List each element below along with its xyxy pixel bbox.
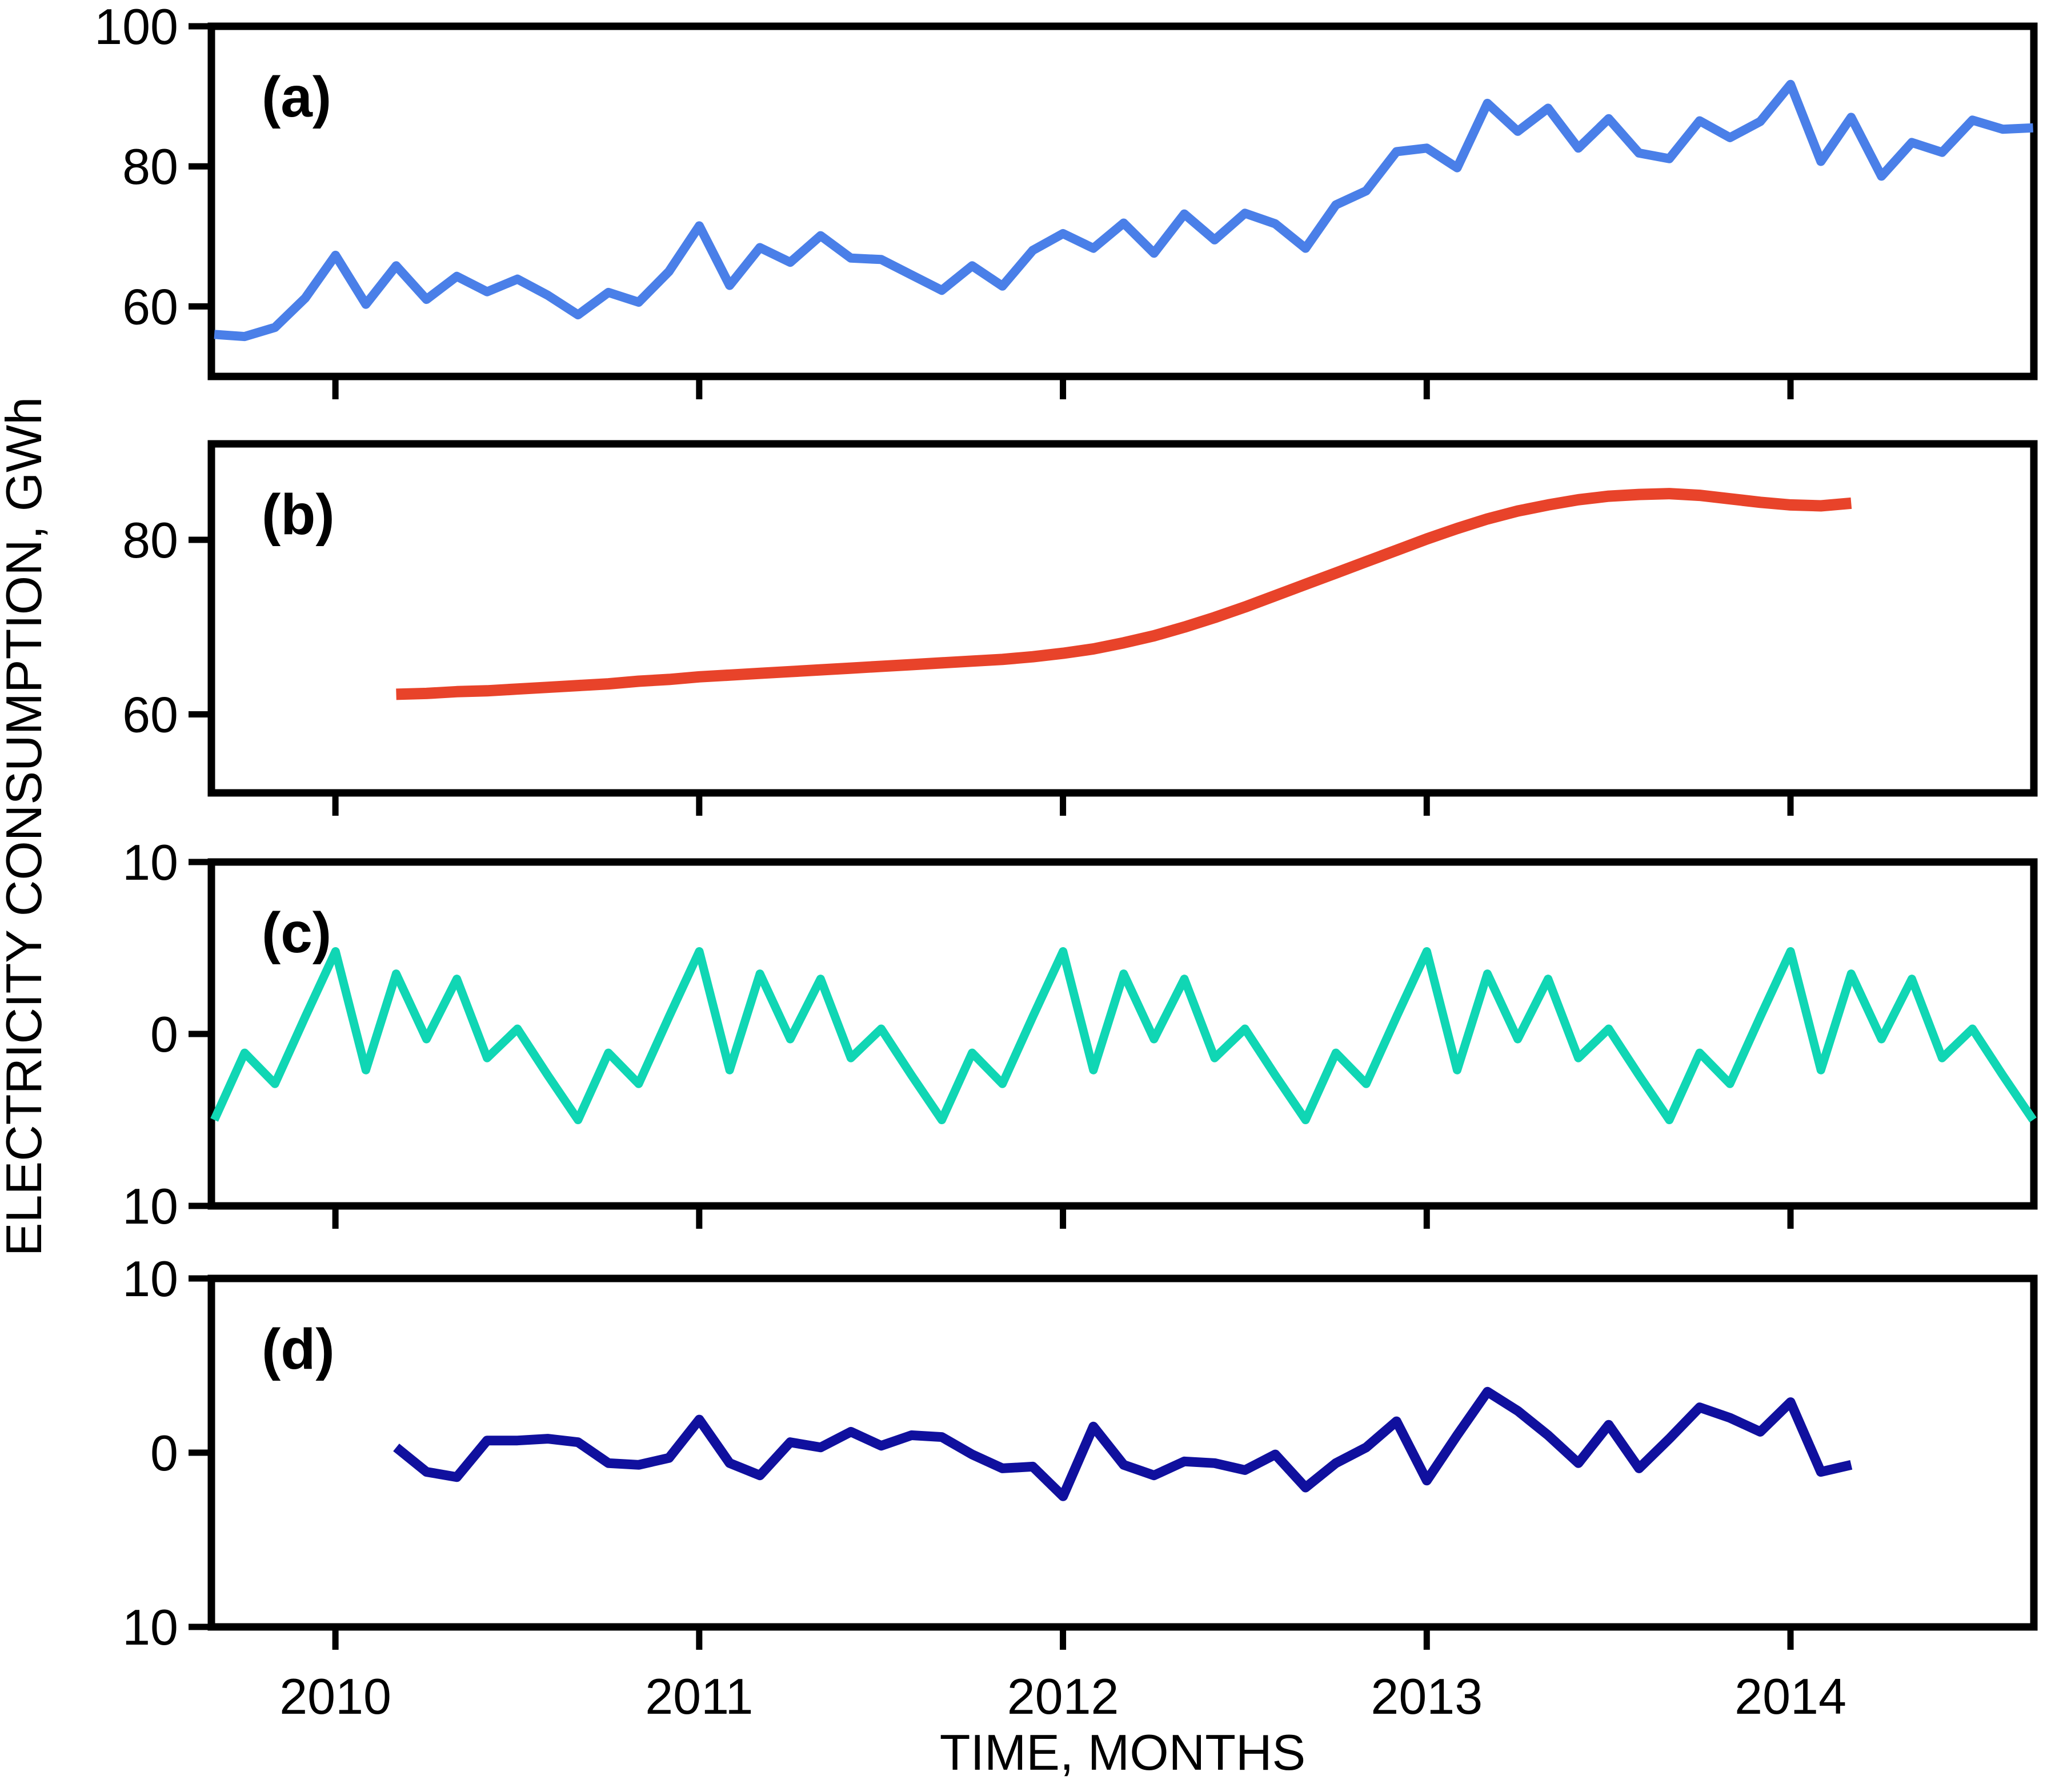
x-axis-tick-label: 2011 [645,1668,753,1725]
panel-letter-label: (d) [262,1317,335,1381]
y-axis-tick-label: 80 [122,138,178,195]
y-axis-tick-label: 100 [94,0,178,55]
panel-frame [207,1274,2038,1631]
panel-frame [207,22,2038,380]
y-axis-tick-label: 10 [122,834,178,891]
y-axis-tick-label: 10 [122,1250,178,1307]
x-axis-tick-label: 2014 [1734,1668,1846,1725]
panel-letter-label: (a) [262,65,331,129]
y-axis-tick-label: 60 [122,687,178,743]
panel-letter-label: (c) [262,901,331,965]
panel-observed: 60 80 100 (a) [94,0,2038,399]
series-line-a [214,79,2033,342]
x-axis-tick-label: 2010 [279,1668,391,1725]
x-axis-tick-label: 2013 [1371,1668,1483,1725]
y-axis-tick-label: 0 [150,1006,178,1063]
y-axis-tick-label: 10 [122,1599,178,1655]
y-axis-tick-label: 60 [122,278,178,335]
series-line-b [396,488,1852,700]
y-axis-tick-label: 80 [122,512,178,568]
series-line-d [393,1386,1853,1501]
series-line-c [210,947,2037,1124]
x-axis-tick-label: 2012 [1007,1668,1119,1725]
panel-letter-label: (b) [262,483,335,547]
panel-frame [207,858,2038,1210]
x-axis-title: TIME, MONTHS [940,1724,1305,1781]
y-axis-tick-label: 10 [122,1178,178,1234]
panel-frame [207,440,2038,797]
panel-trend: 60 80 (b) [122,440,2038,816]
panel-seasonal: 10 0 10 (c) [122,834,2038,1234]
y-axis-title: ELECTRICITY CONSUMPTION, GWh [0,397,52,1256]
y-axis-tick-label: 0 [150,1425,178,1481]
panel-residual: 10 0 10 2010 2011 2012 2013 2014 (d) [122,1250,2038,1725]
